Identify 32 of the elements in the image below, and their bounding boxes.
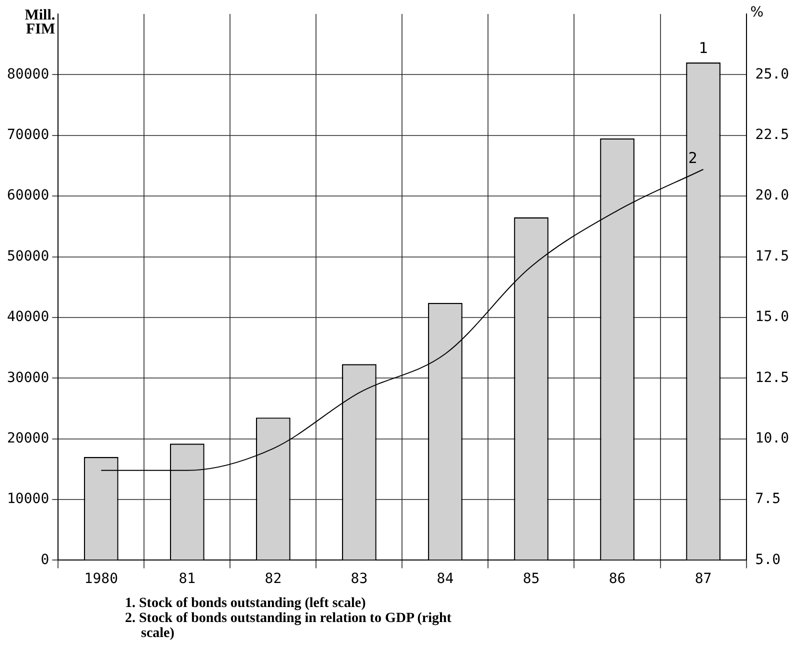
y2-tick-label: 15.0 — [755, 309, 790, 326]
y-tick-label: 50000 — [6, 248, 50, 264]
x-tick-label: 83 — [350, 571, 368, 588]
text: 2. Stock of bonds outstanding in relation to GDP (right scale) — [125, 611, 452, 641]
x-tick-label: 1980 — [84, 571, 118, 588]
y-tick-label: 30000 — [6, 370, 50, 386]
y-tick-label: 70000 — [6, 127, 50, 144]
text: 1. Stock of bonds outstanding (left scale) — [125, 596, 367, 611]
y-tick-label: 20000 — [6, 430, 50, 446]
y2-tick-label: 22.5 — [755, 127, 790, 144]
y2-tick-label: 5.0 — [755, 552, 781, 568]
y-tick-label: 0 — [40, 552, 50, 568]
y2-tick-label: 10.0 — [755, 430, 790, 446]
y-tick-label: 60000 — [6, 188, 50, 204]
x-tick-label: 84 — [436, 571, 454, 588]
x-tick-label: 87 — [694, 571, 712, 588]
y2-tick-label: 17.5 — [755, 248, 790, 264]
x-tick-label: 81 — [178, 571, 196, 588]
y2-tick-label: 25.0 — [755, 66, 790, 82]
y-tick-label: 40000 — [6, 309, 50, 326]
y2-axis-title: % — [750, 4, 764, 21]
y2-tick-label: 20.0 — [755, 188, 790, 204]
y-axis-title: Mill. FIM — [24, 7, 56, 38]
y2-tick-label: 12.5 — [755, 370, 790, 386]
x-tick-label: 85 — [522, 571, 540, 588]
x-tick-label: 82 — [264, 571, 282, 588]
y-tick-label: 10000 — [6, 491, 50, 508]
series-label: 1 — [698, 38, 708, 57]
series-label: 2 — [688, 148, 698, 167]
x-tick-label: 86 — [608, 571, 626, 588]
y-tick-label: 80000 — [6, 66, 50, 82]
y2-tick-label: 7.5 — [755, 491, 781, 508]
